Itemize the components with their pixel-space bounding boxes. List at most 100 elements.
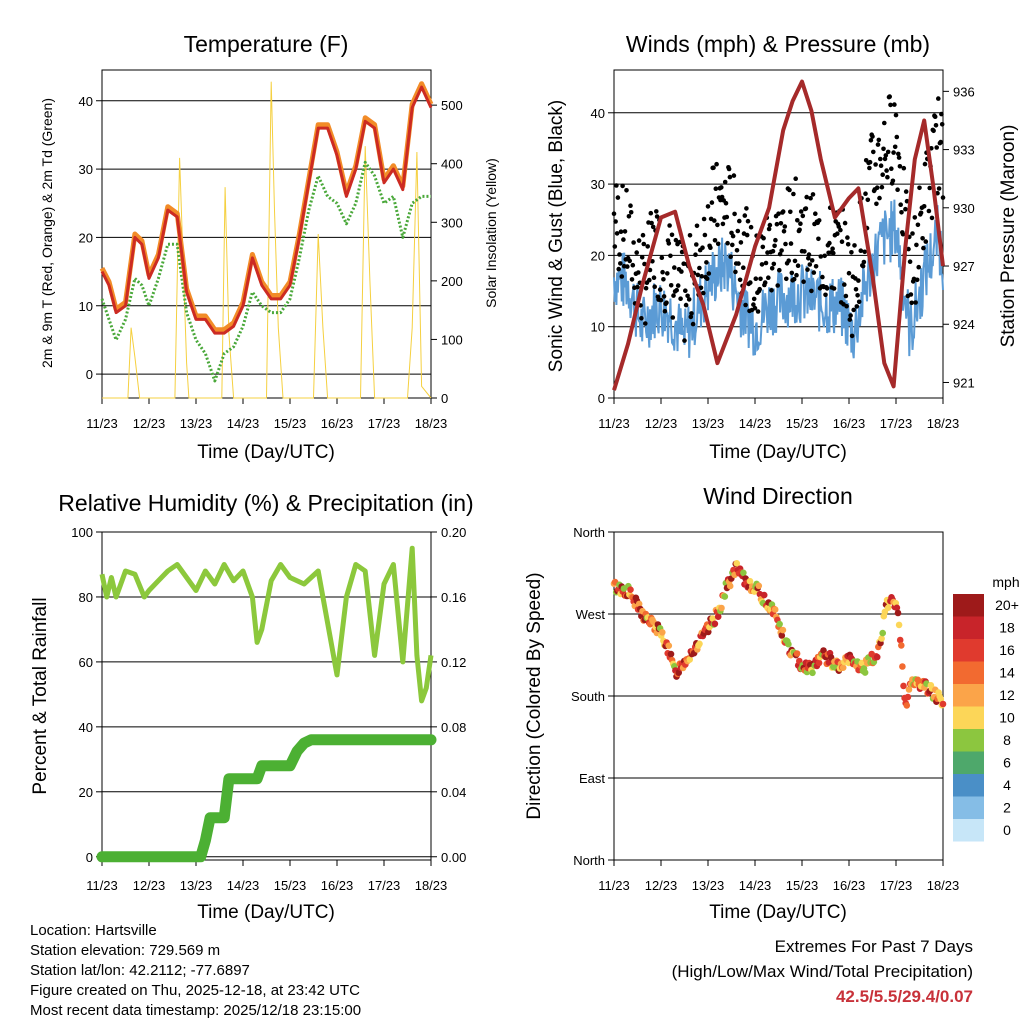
winds-title: Winds (mph) & Pressure (mb) bbox=[626, 31, 930, 57]
gust-point bbox=[915, 222, 921, 228]
gust-point bbox=[806, 255, 811, 261]
direction-point bbox=[896, 636, 904, 644]
y-right-tick-label: 0.08 bbox=[441, 720, 466, 735]
gust-point bbox=[836, 224, 842, 229]
gust-point bbox=[769, 266, 775, 271]
direction-point bbox=[665, 642, 673, 649]
gust-point bbox=[711, 165, 716, 170]
gust-point bbox=[700, 245, 705, 250]
y-tick-label: East bbox=[579, 771, 605, 786]
gust-point bbox=[914, 242, 919, 248]
gust-point bbox=[724, 214, 730, 220]
gust-point bbox=[805, 267, 810, 272]
gust-point bbox=[767, 222, 773, 228]
direction-point bbox=[820, 647, 827, 654]
gust-point bbox=[636, 238, 642, 243]
gust-point bbox=[705, 204, 711, 209]
gust-point bbox=[800, 213, 806, 219]
gust-point bbox=[839, 239, 845, 244]
gust-point bbox=[759, 262, 765, 267]
gust-point bbox=[898, 202, 903, 207]
gust-point bbox=[795, 263, 801, 269]
y-right-tick-label: 500 bbox=[441, 98, 463, 113]
gust-point bbox=[657, 287, 663, 292]
gust-point bbox=[920, 236, 925, 241]
x-tick-label: 15/23 bbox=[274, 416, 307, 431]
gust-point bbox=[876, 137, 882, 143]
y-tick-label: South bbox=[571, 689, 605, 704]
gust-point bbox=[794, 272, 799, 278]
x-tick-label: 17/23 bbox=[880, 416, 913, 431]
x-tick-label: 14/23 bbox=[227, 878, 260, 893]
y-tick-label: 30 bbox=[591, 177, 605, 192]
gust-point bbox=[807, 262, 813, 267]
gust-point bbox=[612, 244, 618, 249]
x-tick-label: 16/23 bbox=[321, 878, 354, 893]
gust-point bbox=[683, 288, 688, 294]
gust-point bbox=[698, 285, 704, 291]
gust-point bbox=[727, 174, 733, 180]
x-tick-label: 18/23 bbox=[415, 878, 448, 893]
gust-point bbox=[694, 223, 700, 229]
gust-point bbox=[627, 258, 632, 264]
precipitation-line bbox=[96, 734, 437, 863]
temperature-plot-area: 0 10 20 30 40 11/23 12/23 13/23 14/23 15/23 16/23 1… bbox=[79, 69, 463, 431]
gust-point bbox=[634, 250, 639, 255]
gust-point bbox=[719, 185, 724, 190]
gust-point bbox=[867, 165, 872, 171]
gust-point bbox=[801, 279, 806, 285]
y-right-tick-label: 100 bbox=[441, 332, 463, 347]
y-tick-label: 40 bbox=[79, 94, 93, 109]
gust-point bbox=[809, 258, 815, 263]
y-right-tick-label: 933 bbox=[953, 143, 975, 158]
x-tick-label: 17/23 bbox=[368, 878, 401, 893]
gust-point bbox=[873, 162, 878, 167]
gust-point bbox=[775, 283, 780, 288]
gust-point bbox=[757, 286, 762, 292]
gust-point bbox=[936, 186, 942, 191]
gust-point bbox=[679, 269, 684, 274]
gust-point bbox=[682, 338, 687, 343]
legend-swatch bbox=[953, 661, 984, 684]
gust-point bbox=[895, 187, 900, 192]
direction-point bbox=[894, 609, 902, 617]
direction-point bbox=[667, 650, 675, 658]
direction-point bbox=[740, 569, 747, 577]
gust-point bbox=[922, 161, 928, 167]
x-tick-label: 11/23 bbox=[86, 416, 118, 431]
legend-label: 14 bbox=[999, 665, 1015, 681]
gust-point bbox=[899, 210, 904, 215]
gust-point bbox=[788, 241, 794, 246]
gust-point bbox=[867, 159, 873, 165]
temperature-panel: Temperature (F) Time (Day/UTC) 2m & 9m T… bbox=[39, 31, 499, 463]
temperature-ylabel: 2m & 9m T (Red, Orange) & 2m Td (Green) bbox=[39, 98, 55, 368]
gust-point bbox=[813, 264, 819, 269]
gust-point bbox=[787, 187, 792, 193]
gust-point bbox=[883, 153, 889, 158]
gust-point bbox=[849, 333, 855, 339]
gust-point bbox=[842, 282, 847, 287]
gust-point bbox=[639, 316, 644, 321]
gust-point bbox=[619, 274, 625, 279]
x-tick-label: 15/23 bbox=[786, 878, 819, 893]
gust-point bbox=[900, 231, 906, 237]
plot-frame bbox=[101, 531, 432, 861]
direction-point bbox=[686, 656, 693, 663]
humidity-panel: Relative Humidity (%) & Precipitation (i… bbox=[30, 490, 474, 923]
gust-point bbox=[916, 264, 921, 270]
gust-point bbox=[704, 276, 710, 282]
gust-point bbox=[720, 221, 726, 227]
gust-point bbox=[777, 267, 782, 273]
x-tick-label: 17/23 bbox=[880, 878, 913, 893]
x-tick-label: 11/23 bbox=[86, 878, 118, 893]
x-tick-label: 18/23 bbox=[927, 416, 960, 431]
gust-point bbox=[908, 292, 914, 297]
gust-point bbox=[704, 260, 709, 265]
gust-point bbox=[751, 296, 757, 302]
gust-point bbox=[918, 210, 924, 216]
gust-point bbox=[795, 218, 800, 223]
direction-point bbox=[778, 632, 786, 639]
y-tick-label: 40 bbox=[591, 106, 605, 121]
gust-point bbox=[846, 270, 852, 276]
gust-point bbox=[813, 211, 818, 216]
